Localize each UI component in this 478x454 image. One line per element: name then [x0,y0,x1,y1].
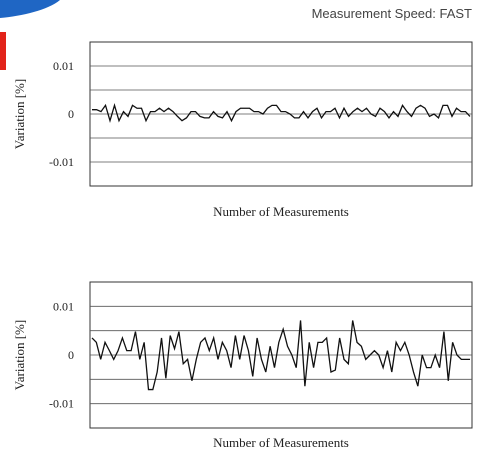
y-tick-label: 0 [68,107,74,121]
chart-bottom-x-axis-label: Number of Measurements [213,435,349,450]
chart-bottom-series-line [91,320,470,391]
chart-top-grid [90,65,472,163]
chart-top-series-line [92,103,471,124]
chart-top-y-ticks: 0.01 0 -0.01 [49,59,74,169]
y-tick-label: -0.01 [49,397,74,411]
chart-bottom-y-ticks: 0.01 0 -0.01 [49,299,74,410]
chart-top: 0.01 0 -0.01 Variation [%] Number of Measu… [12,41,473,219]
corner-red-tab [0,32,6,70]
chart-top-y-axis-label: Variation [%] [12,79,27,149]
y-tick-label: 0.01 [53,59,74,73]
chart-bottom-grid [90,305,472,405]
y-tick-label: 0 [68,348,74,362]
chart-bottom-y-axis-label: Variation [%] [12,320,27,390]
measurement-speed-label: Measurement Speed: FAST [311,6,472,21]
y-tick-label: 0.01 [53,299,74,313]
chart-top-x-axis-label: Number of Measurements [213,204,349,219]
corner-blue-arc [0,0,60,18]
y-tick-label: -0.01 [49,155,74,169]
chart-bottom: 0.01 0 -0.01 Variation [%] Number of Measu… [12,281,473,450]
